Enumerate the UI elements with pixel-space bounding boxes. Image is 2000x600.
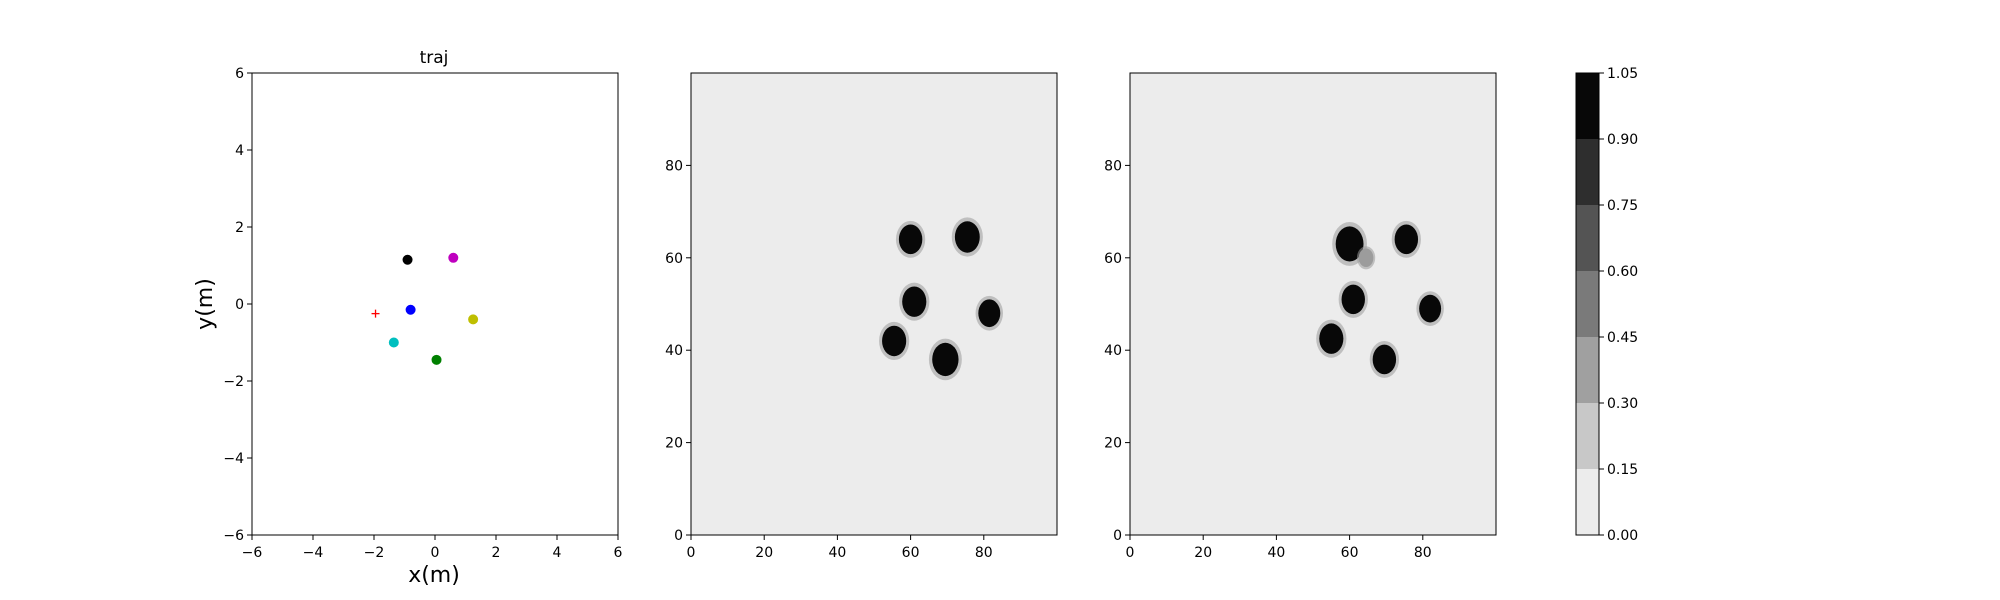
traj-title: traj [420, 48, 449, 68]
heatmap-2-blob [1319, 323, 1344, 354]
colorbar-band [1576, 469, 1599, 535]
heatmap-2-y-tick-label: 20 [1104, 436, 1122, 452]
heatmap-1-y-tick-label: 20 [665, 436, 683, 452]
traj-panel: traj −6 −4 −2 0 2 4 6 −6 −4 −2 0 2 4 6 x(m) y(m) [193, 48, 623, 588]
colorbar-tick-label: 0.90 [1607, 132, 1638, 148]
colorbar-ticks: 0.00 0.15 0.30 0.45 0.60 0.75 0.90 1.05 [1599, 66, 1638, 544]
heatmap-2-y-tick-label: 60 [1104, 251, 1122, 267]
colorbar-band [1576, 73, 1599, 139]
colorbar: 0.00 0.15 0.30 0.45 0.60 0.75 0.90 1.05 [1575, 66, 1638, 544]
colorbar-tick-label: 1.05 [1607, 66, 1638, 82]
heatmap-2-ticks: 0 20 40 60 80 0 20 40 60 80 [1104, 158, 1432, 561]
traj-y-tick-label: 2 [235, 220, 244, 236]
heatmap-2-blob [1419, 294, 1442, 323]
traj-x-tick-label: 6 [614, 545, 623, 561]
traj-y-tick-label: 4 [235, 143, 244, 159]
heatmap-1-x-tick-label: 0 [687, 545, 696, 561]
heatmap-2-x-tick-label: 60 [1341, 545, 1359, 561]
colorbar-tick-label: 0.15 [1607, 462, 1638, 478]
colorbar-tick-label: 0.30 [1607, 396, 1638, 412]
traj-y-tick-label: 0 [235, 297, 244, 313]
colorbar-band [1576, 337, 1599, 403]
heatmap-2-y-tick-label: 40 [1104, 343, 1122, 359]
heatmap-1-y-tick-label: 80 [665, 158, 683, 174]
heatmap-2-x-tick-label: 20 [1194, 545, 1212, 561]
traj-x-axis-title: x(m) [408, 563, 460, 588]
heatmap-2-blob [1372, 344, 1397, 375]
heatmap-1-blob [932, 342, 959, 377]
traj-y-axis-title: y(m) [193, 278, 218, 330]
heatmap-panel-2: 0 20 40 60 80 0 20 40 60 80 [1104, 72, 1497, 561]
heatmap-2-frame [1129, 72, 1497, 536]
traj-x-tick-label: −6 [242, 545, 263, 561]
colorbar-tick-label: 0.75 [1607, 198, 1638, 214]
colorbar-tick-label: 0.60 [1607, 264, 1638, 280]
agent-point [468, 314, 479, 325]
heatmap-2-x-tick-label: 80 [1414, 545, 1432, 561]
traj-y-tick-label: 6 [235, 66, 244, 82]
heatmap-1-blob [954, 221, 980, 253]
traj-x-tick-label: 0 [431, 545, 440, 561]
traj-x-tick-label: −2 [364, 545, 385, 561]
heatmap-1-y-tick-label: 60 [665, 251, 683, 267]
heatmap-2-y-tick-label: 0 [1113, 528, 1122, 544]
colorbar-band [1576, 139, 1599, 205]
colorbar-band [1576, 403, 1599, 469]
heatmap-1-blob [902, 286, 927, 317]
colorbar-tick-label: 0.00 [1607, 528, 1638, 544]
agent-point [388, 337, 399, 348]
traj-y-tick-label: −4 [223, 451, 244, 467]
heatmap-2-blob [1358, 248, 1374, 268]
heatmap-1-x-tick-label: 80 [975, 545, 993, 561]
heatmap-1-blob [978, 299, 1001, 328]
agent-point [431, 354, 442, 365]
traj-y-tick-label: −6 [223, 528, 244, 544]
colorbar-bands [1576, 73, 1599, 535]
start-marker [371, 309, 380, 318]
traj-y-tick-label: −2 [223, 374, 244, 390]
colorbar-band [1576, 271, 1599, 337]
heatmap-2-y-tick-label: 80 [1104, 158, 1122, 174]
agent-point [448, 252, 459, 263]
colorbar-band [1576, 205, 1599, 271]
heatmap-1-y-tick-label: 0 [674, 528, 683, 544]
heatmap-1-x-tick-label: 60 [902, 545, 920, 561]
heatmap-1-blob [898, 224, 923, 255]
heatmap-1-x-tick-label: 40 [828, 545, 846, 561]
heatmap-2-blob [1341, 284, 1365, 315]
heatmap-2-x-tick-label: 40 [1267, 545, 1285, 561]
heatmap-2-blobs [1316, 220, 1444, 378]
heatmap-1-x-tick-label: 20 [755, 545, 773, 561]
heatmap-panel-1: 0 20 40 60 80 0 20 40 60 80 [665, 72, 1058, 561]
heatmap-1-frame [690, 72, 1058, 536]
traj-x-tick-label: 4 [553, 545, 562, 561]
heatmap-2-blob [1394, 224, 1419, 255]
heatmap-1-blob [882, 325, 907, 357]
heatmap-1-y-tick-label: 40 [665, 343, 683, 359]
traj-plot-area [251, 72, 619, 536]
heatmap-1-plot-area [690, 72, 1058, 536]
heatmap-2-blob [1335, 226, 1364, 262]
colorbar-frame [1575, 72, 1600, 536]
heatmap-1-blobs [879, 217, 1004, 381]
colorbar-tick-label: 0.45 [1607, 330, 1638, 346]
heatmap-2-x-tick-label: 0 [1126, 545, 1135, 561]
traj-ticks: −6 −4 −2 0 2 4 6 −6 −4 −2 0 2 4 6 [223, 66, 622, 561]
traj-points [371, 252, 479, 365]
heatmap-1-ticks: 0 20 40 60 80 0 20 40 60 80 [665, 158, 993, 561]
traj-x-tick-label: −4 [303, 545, 324, 561]
agent-point [405, 304, 416, 315]
traj-x-tick-label: 2 [492, 545, 501, 561]
agent-point [402, 254, 413, 265]
